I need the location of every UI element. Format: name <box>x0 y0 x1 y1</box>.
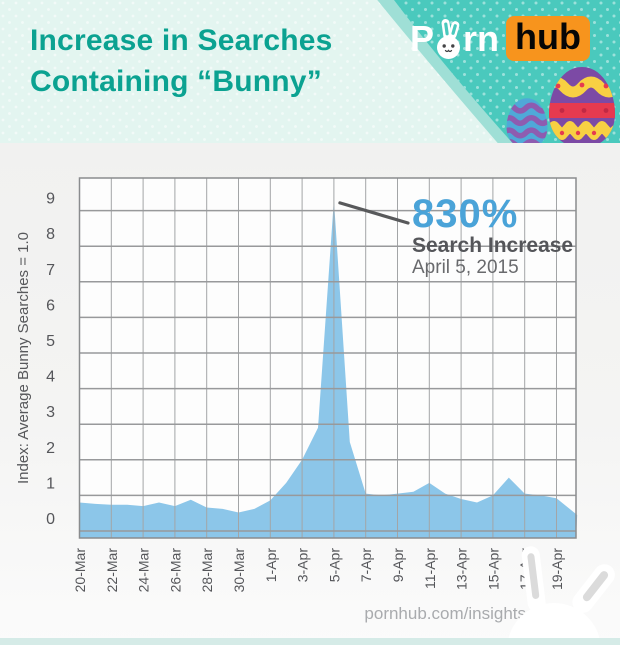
x-tick-label: 11-Apr <box>422 548 438 589</box>
x-tick-label: 19-Apr <box>549 548 565 590</box>
x-tick-label: 1-Apr <box>263 548 279 583</box>
x-tick-label: 5-Apr <box>326 548 342 583</box>
bunny-face-icon <box>437 18 461 59</box>
x-tick-label: 22-Mar <box>104 548 120 593</box>
x-tick-label: 7-Apr <box>358 548 374 583</box>
corner-bunny-ears-icon <box>508 546 615 638</box>
header: Increase in Searches Containing “Bunny” … <box>0 0 620 143</box>
x-tick-label: 24-Mar <box>136 548 152 593</box>
x-tick-label: 15-Apr <box>485 548 501 590</box>
logo-text-rn: rn <box>463 17 500 59</box>
annotation-value: 830% <box>412 192 519 236</box>
easter-eggs-decoration <box>506 67 615 143</box>
y-tick-label: 5 <box>46 333 55 350</box>
logo-text-p: P <box>410 17 435 59</box>
x-tick-label: 20-Mar <box>72 548 88 593</box>
y-tick-label: 2 <box>46 440 55 457</box>
big-egg <box>549 67 615 143</box>
x-tick-label: 9-Apr <box>390 548 406 583</box>
title-line-1: Increase in Searches <box>30 24 333 57</box>
y-tick-label: 0 <box>46 511 55 528</box>
x-tick-label: 13-Apr <box>454 548 470 590</box>
title-line-2: Containing “Bunny” <box>30 65 322 98</box>
plot-border <box>78 177 577 539</box>
x-tick-label: 3-Apr <box>295 548 311 583</box>
y-axis-title: Index: Average Bunny Searches = 1.0 <box>14 232 32 484</box>
logo-text-hub: hub <box>506 16 590 61</box>
y-tick-label: 3 <box>46 404 55 421</box>
y-tick-label: 9 <box>46 191 55 208</box>
y-tick-label: 7 <box>46 262 55 279</box>
x-tick-label: 28-Mar <box>199 548 215 593</box>
site-url: pornhub.com/insights <box>364 604 526 623</box>
y-tick-label: 1 <box>46 475 55 492</box>
y-tick-label: 4 <box>46 369 55 386</box>
x-tick-label: 30-Mar <box>231 548 247 593</box>
peak-annotation: 830% Search Increase April 5, 2015 <box>412 194 573 279</box>
area-series <box>79 199 578 538</box>
annotation-date: April 5, 2015 <box>412 257 519 278</box>
page-title: Increase in Searches Containing “Bunny” <box>30 20 333 102</box>
annotation-pointer-line <box>338 201 410 225</box>
y-tick-label: 6 <box>46 297 55 314</box>
y-tick-label: 8 <box>46 226 55 243</box>
x-tick-label: 26-Mar <box>167 548 183 593</box>
bottom-accent-strip <box>0 638 620 645</box>
annotation-label: Search Increase <box>412 234 574 257</box>
pornhub-logo: P rn hub <box>410 16 590 61</box>
